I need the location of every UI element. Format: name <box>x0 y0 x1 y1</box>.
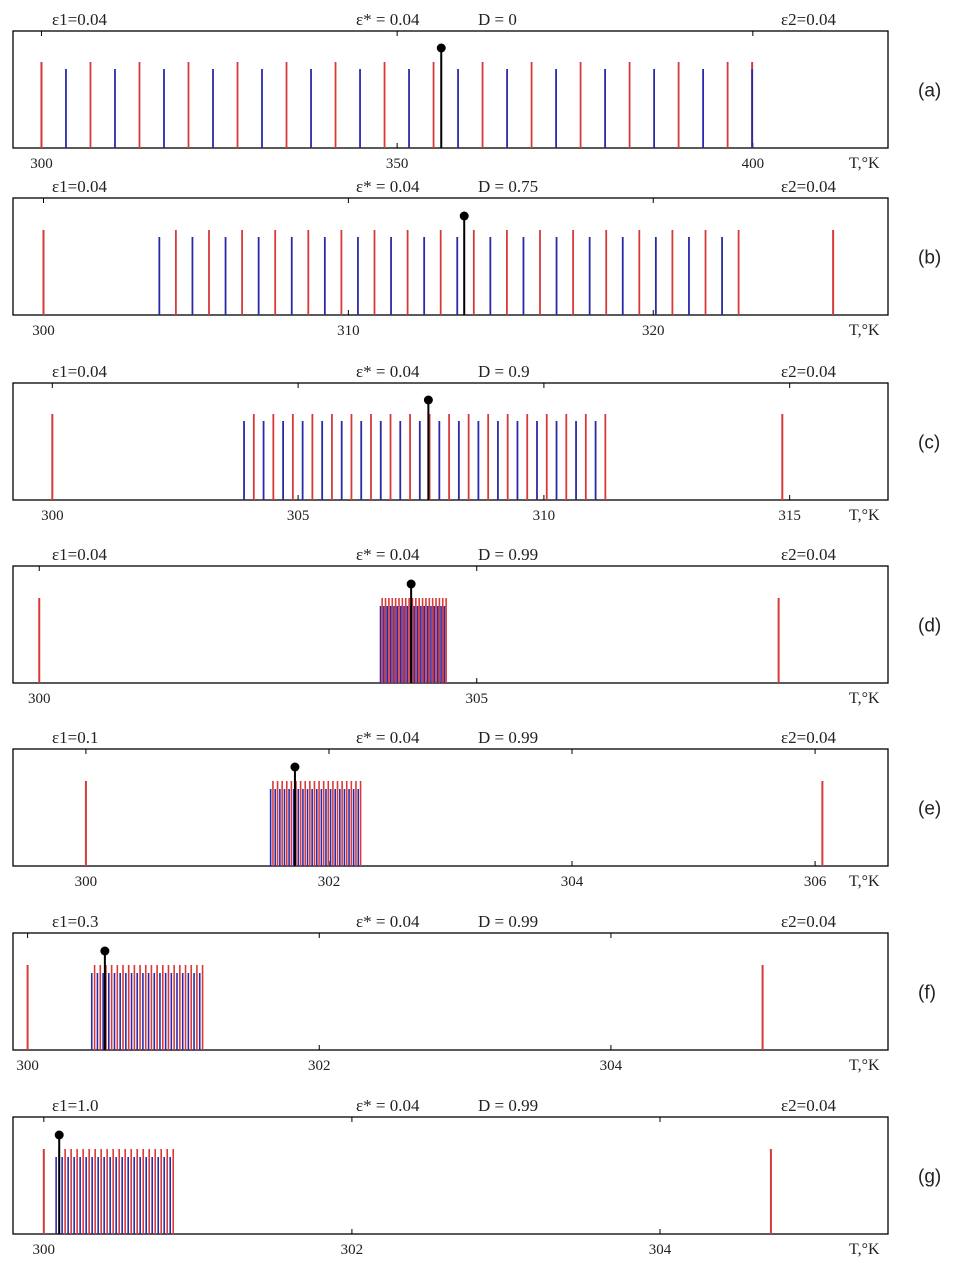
panel-label: (g) <box>918 1167 941 1188</box>
panel-label: (d) <box>918 616 941 637</box>
label-eps2: ε2=0.04 <box>781 1096 836 1115</box>
axis-unit-label: T,°K <box>849 155 880 172</box>
label-d: D = 0.75 <box>478 177 538 196</box>
label-eps-star: ε* = 0.04 <box>356 728 420 747</box>
plot-frame <box>12 1116 889 1235</box>
plot-frame <box>12 932 889 1051</box>
plot-frame <box>12 382 889 501</box>
tick-label: 306 <box>804 874 827 890</box>
label-d: D = 0 <box>478 10 517 29</box>
panel-label: (e) <box>918 799 941 820</box>
tick-label: 300 <box>32 323 55 339</box>
axis-unit-label: T,°K <box>849 690 880 707</box>
tick-label: 305 <box>287 508 310 524</box>
label-eps-star: ε* = 0.04 <box>356 1096 420 1115</box>
axis-unit-label: T,°K <box>849 507 880 524</box>
marker-dot <box>406 579 416 589</box>
label-d: D = 0.99 <box>478 912 538 931</box>
marker-dot <box>290 762 300 772</box>
panel-e: ε1=0.1 ε* = 0.04 D = 0.99 ε2=0.04 (e) 300 302 3… <box>12 728 941 890</box>
label-eps2: ε2=0.04 <box>781 545 836 564</box>
label-eps2: ε2=0.04 <box>781 177 836 196</box>
marker-dot <box>459 211 469 221</box>
label-eps1: ε1=0.04 <box>52 362 107 381</box>
label-eps2: ε2=0.04 <box>781 728 836 747</box>
marker-dot <box>54 1130 64 1140</box>
tick-label: 300 <box>16 1058 39 1074</box>
tick-label: 300 <box>30 156 53 172</box>
marker-dot <box>423 395 433 405</box>
label-d: D = 0.99 <box>478 545 538 564</box>
axis-unit-label: T,°K <box>849 873 880 890</box>
panel-label: (a) <box>918 81 941 102</box>
label-eps2: ε2=0.04 <box>781 912 836 931</box>
marker-dot <box>436 43 446 53</box>
panel-f: ε1=0.3 ε* = 0.04 D = 0.99 ε2=0.04 (f) 300 302 3… <box>12 912 936 1074</box>
label-eps1: ε1=0.04 <box>52 177 107 196</box>
tick-label: 350 <box>386 156 409 172</box>
tick-label: 310 <box>337 323 360 339</box>
plot-frame <box>12 30 889 149</box>
axis-unit-label: T,°K <box>849 1057 880 1074</box>
panel-a: ε1=0.04 ε* = 0.04 D = 0 ε2=0.04 (a) 300 350 400… <box>12 10 941 172</box>
plot-frame <box>12 565 889 684</box>
tick-label: 302 <box>341 1242 364 1258</box>
label-eps1: ε1=0.04 <box>52 10 107 29</box>
panel-label: (b) <box>918 248 941 269</box>
label-eps2: ε2=0.04 <box>781 10 836 29</box>
tick-label: 305 <box>466 691 489 707</box>
label-eps1: ε1=0.1 <box>52 728 98 747</box>
tick-label: 302 <box>308 1058 331 1074</box>
panel-g: ε1=1.0 ε* = 0.04 D = 0.99 ε2=0.04 (g) 300 302 3… <box>12 1096 941 1258</box>
label-eps-star: ε* = 0.04 <box>356 10 420 29</box>
label-eps1: ε1=1.0 <box>52 1096 98 1115</box>
label-eps-star: ε* = 0.04 <box>356 912 420 931</box>
tick-label: 300 <box>41 508 64 524</box>
tick-label: 304 <box>649 1242 672 1258</box>
tick-label: 315 <box>778 508 801 524</box>
label-eps-star: ε* = 0.04 <box>356 177 420 196</box>
tick-label: 300 <box>33 1242 56 1258</box>
label-d: D = 0.99 <box>478 728 538 747</box>
panel-label: (f) <box>918 983 936 1004</box>
plot-frame <box>12 197 889 316</box>
tick-label: 300 <box>75 874 98 890</box>
label-eps1: ε1=0.3 <box>52 912 98 931</box>
marker-dot <box>100 946 110 956</box>
label-d: D = 0.9 <box>478 362 530 381</box>
plot-frame <box>12 748 889 867</box>
tick-label: 300 <box>28 691 51 707</box>
tick-label: 302 <box>318 874 341 890</box>
label-eps2: ε2=0.04 <box>781 362 836 381</box>
panel-d: ε1=0.04 ε* = 0.04 D = 0.99 ε2=0.04 (d) 300 305… <box>12 545 941 707</box>
label-eps-star: ε* = 0.04 <box>356 362 420 381</box>
label-eps-star: ε* = 0.04 <box>356 545 420 564</box>
tick-label: 304 <box>561 874 584 890</box>
tick-label: 400 <box>742 156 765 172</box>
panel-label: (c) <box>918 433 940 454</box>
tick-label: 310 <box>533 508 556 524</box>
axis-unit-label: T,°K <box>849 1241 880 1258</box>
label-d: D = 0.99 <box>478 1096 538 1115</box>
axis-unit-label: T,°K <box>849 322 880 339</box>
panel-b: ε1=0.04 ε* = 0.04 D = 0.75 ε2=0.04 (b) 300 310… <box>12 177 941 339</box>
label-eps1: ε1=0.04 <box>52 545 107 564</box>
tick-label: 304 <box>600 1058 623 1074</box>
tick-label: 320 <box>642 323 665 339</box>
panel-c: ε1=0.04 ε* = 0.04 D = 0.9 ε2=0.04 (c) 300 305 3… <box>12 362 940 524</box>
